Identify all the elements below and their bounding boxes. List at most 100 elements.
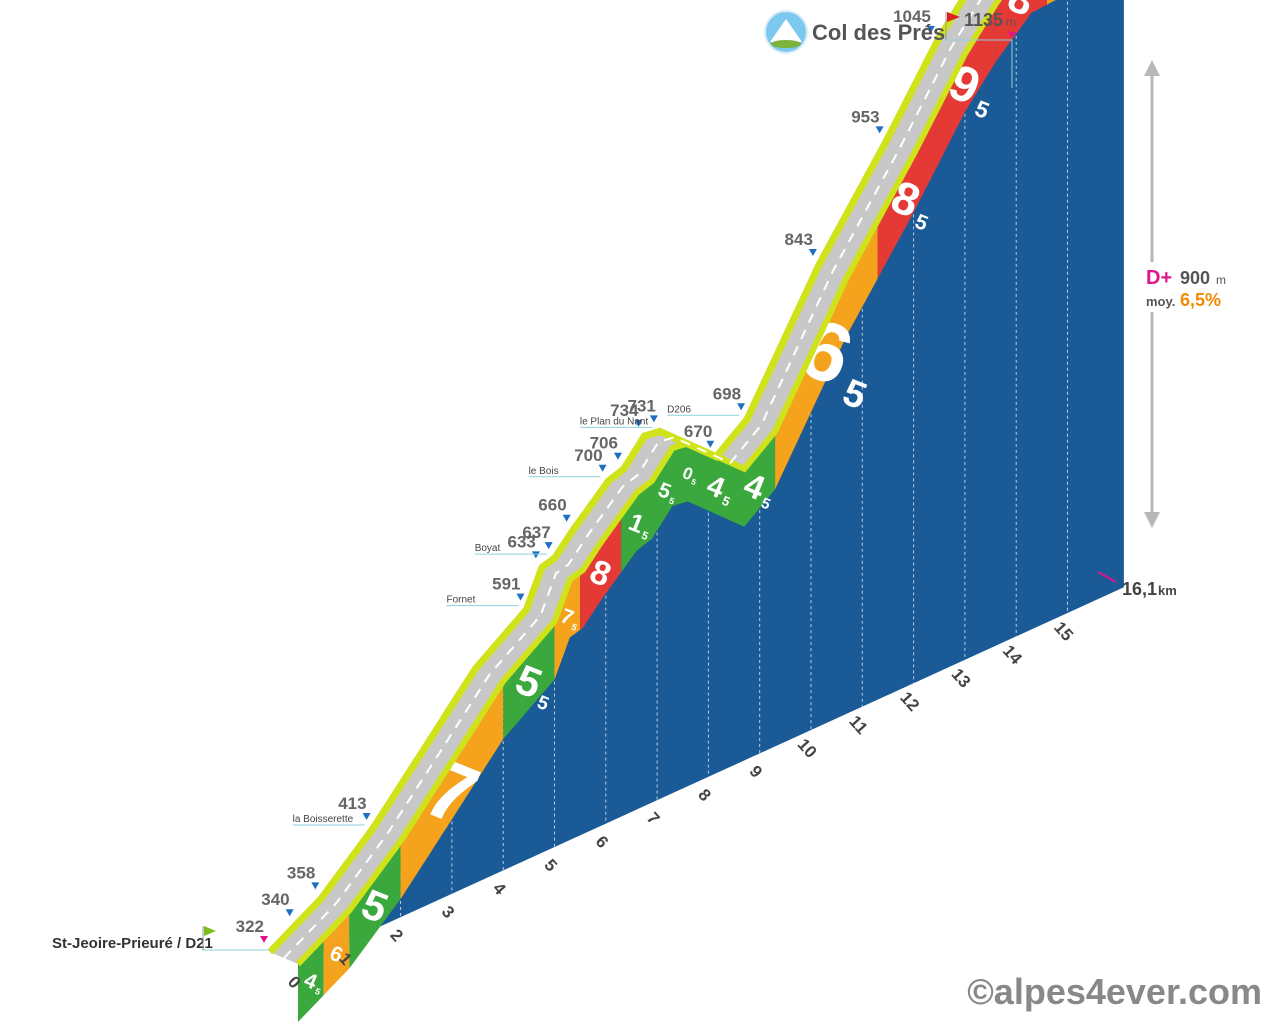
altitude-label: 700 [574,446,602,465]
road-front-edge [295,0,1003,967]
road-surface [267,0,1003,967]
altitude-marker-icon [808,249,817,257]
grade-decimal: 5 [668,496,676,507]
dplus-value: 900 [1180,268,1210,288]
km-tick-text: 9 [746,762,766,782]
altitude-label: 706 [590,434,618,453]
altitude-label: 734 [610,401,639,420]
km-tick-text: 2 [386,926,406,946]
gradient-segment [995,0,1047,62]
start-label-group: St-Jeoire-Prieuré / D21 [52,926,270,952]
grade-decimal: 5 [314,986,322,997]
km-tick-label: 11 [845,712,871,738]
km-tick-label: 12 [896,688,923,715]
header: Col des Prés 1135 m [764,10,1016,88]
altitude-marker-icon [613,452,622,460]
altitude-label: 358 [287,863,315,882]
gradient-segment [349,840,401,969]
altitude-label: 633 [508,532,536,551]
km-tick-label: 7 [643,809,663,829]
km-tick-label: 2 [386,926,406,946]
altitude-label: 670 [684,422,712,441]
total-distance-unit: km [1158,583,1177,598]
km-tick-text: 10 [794,735,821,762]
km-tick-label: 6 [592,832,612,852]
road-surface-face [270,0,999,964]
grade-decimal: 5 [640,530,650,543]
km-tick-text: 4 [489,879,510,899]
total-distance-group: 16,1 km [1097,571,1177,599]
altitude-marker-icon [260,936,268,943]
altitude-label: 340 [261,890,289,909]
start-label: St-Jeoire-Prieuré / D21 [52,935,213,952]
altitude-marker-icon [562,514,571,522]
altitude-marker-icon [737,403,746,411]
gradient-segment [554,572,581,680]
altitude-marker-icon [926,25,935,33]
altitude-marker-icon [875,126,884,134]
gradient-segment [1047,0,1056,5]
km-tick-text: 5 [540,855,560,875]
grade-decimal: 5 [570,622,578,633]
altitude-marker-icon [516,593,525,601]
mountain-logo-icon [764,10,808,54]
place-label: D206 [667,404,691,415]
place-label: le Plan du Nant [580,416,649,427]
km-tick-label: 4 [489,879,510,899]
altitude-label: 591 [492,575,520,594]
km-tick-label: 3 [438,902,458,922]
km-tick-label: 13 [948,665,975,692]
altitude-marker-icon [598,464,607,472]
km-tick-label: 8 [694,785,714,805]
altitude-label: 322 [236,917,264,936]
altitude-label: 413 [338,794,366,813]
dplus-unit: m [1216,273,1226,287]
place-label: Fornet [447,595,476,606]
place-label: la Boisserette [293,814,354,825]
copyright-watermark: ©alpes4ever.com [967,971,1262,1012]
altitude-label: 660 [538,496,566,515]
km-tick-text: 15 [1050,618,1077,645]
km-tick-text: 8 [694,785,714,805]
km-tick-text: 7 [643,809,663,829]
gradient-segment [400,681,504,899]
altitude-label: 1045 [893,7,931,26]
km-tick-label: 10 [794,735,821,762]
km-tick-label: 9 [746,762,766,782]
gradient-segment [734,431,776,527]
grade-decimal: 5 [690,477,698,487]
start-flag-icon [202,926,216,950]
altitude-marker-icon [706,440,715,448]
gradient-segment [677,443,699,506]
summit-altitude: 1135 [964,10,1003,30]
page-title: Col des Prés [812,20,945,45]
km-tick-text: 11 [845,712,871,738]
gradient-segment [652,446,678,539]
altitude-marker-icon [531,551,540,559]
altitude-marker-icon [649,415,658,423]
km-tick-text: 12 [896,688,923,715]
gradient-segment [503,621,555,739]
km-tick-label: 14 [999,641,1026,668]
km-tick-text: 6 [592,832,612,852]
altitude-label: 843 [785,230,813,249]
altitude-marker-icon [285,909,294,917]
average-label: moy. [1146,294,1175,309]
place-label: le Bois [529,466,559,477]
altitude-marker-icon [311,882,320,890]
summit-flag-icon [945,12,960,40]
gradient-segment [698,448,734,523]
place-label: Boyat [475,543,501,554]
summit-unit: m [1006,15,1016,29]
dplus-label: D+ [1146,267,1172,289]
km-tick-label: 5 [540,855,560,875]
summit-marker-icon [1008,32,1016,38]
altitude-marker-icon [362,812,371,820]
km-tick-text: 13 [948,665,975,692]
gradient-segment [934,3,996,173]
elevation-gain-box: D+ 900 m moy. 6,5% [1140,60,1232,528]
altitude-label: 731 [628,396,656,415]
km-tick-text: 3 [438,902,458,922]
altitude-labels: 3223403584135916336606377007067347316706… [236,7,935,943]
